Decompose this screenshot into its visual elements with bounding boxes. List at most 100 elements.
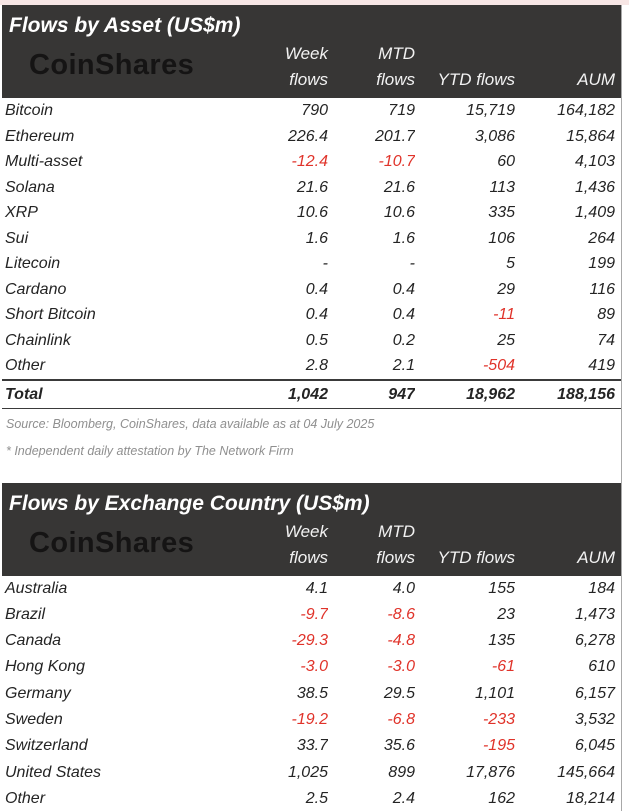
value-cell: 199 (588, 255, 615, 272)
value-cell: 164,182 (557, 102, 615, 119)
value-cell: 1,042 (240, 378, 328, 409)
value-cell: 10.6 (296, 204, 328, 221)
table-row: Hong Kong -3.0 -3.0 -61 610 (2, 654, 621, 680)
value-cell: 0.5 (305, 331, 328, 349)
spacer-cell (415, 38, 515, 67)
value-cell: 23 (497, 605, 515, 623)
col-header-ytd: YTD flows (437, 547, 515, 567)
value-cell: 162 (488, 789, 515, 807)
table-row: Ethereum 226.4 201.7 3,086 15,864 (2, 124, 621, 150)
value-cell: 947 (328, 378, 415, 409)
value-cell: -19.2 (291, 710, 328, 728)
value-cell: 1.6 (392, 229, 415, 247)
table-row: Australia 4.1 4.0 155 184 (2, 576, 621, 602)
value-cell: -3.0 (387, 658, 415, 676)
asset-table-title: Flows by Asset (US$m) (9, 14, 241, 37)
value-cell: - (409, 255, 415, 272)
value-cell: 419 (588, 357, 615, 374)
value-cell: 74 (597, 331, 615, 349)
value-cell: 29.5 (383, 684, 415, 702)
value-cell: -10.7 (378, 153, 415, 170)
row-label: Solana (5, 178, 55, 196)
value-cell: 5 (506, 255, 515, 272)
value-cell: 0.4 (305, 280, 328, 298)
table-row: Cardano 0.4 0.4 29 116 (2, 277, 621, 303)
col-header-aum: AUM (577, 70, 615, 89)
spacer-cell (515, 516, 621, 545)
value-cell: -4.8 (387, 632, 415, 650)
value-cell: -12.4 (291, 153, 328, 170)
attestation-footnote: * Independent daily attestation by The N… (6, 443, 294, 458)
value-cell: 0.2 (392, 331, 415, 349)
value-cell: 719 (388, 102, 415, 119)
row-label: Ethereum (5, 127, 75, 145)
country-table-title: Flows by Exchange Country (US$m) (9, 491, 370, 515)
value-cell: 184 (588, 579, 615, 597)
table-row: Solana 21.6 21.6 113 1,436 (2, 175, 621, 201)
row-label: Other (5, 789, 46, 807)
table-row: Bitcoin 790 719 15,719 164,182 (2, 98, 621, 124)
value-cell: 790 (301, 102, 328, 119)
value-cell: -8.6 (387, 605, 415, 623)
col-header-week-line1: Week (284, 44, 328, 63)
value-cell: 3,086 (474, 127, 515, 145)
table-row: XRP 10.6 10.6 335 1,409 (2, 200, 621, 226)
value-cell: -9.7 (300, 605, 328, 623)
value-cell: 10.6 (383, 204, 415, 221)
col-header-mtd-line1: MTD (378, 44, 415, 63)
flows-by-country-table: Flows by Exchange Country (US$m) CoinSha… (2, 482, 621, 811)
flows-by-asset-table: Flows by Asset (US$m) CoinShares Week MT… (2, 5, 621, 458)
value-cell: 335 (488, 204, 515, 221)
row-label: Canada (5, 632, 62, 650)
spacer-cell (415, 516, 515, 545)
value-cell: 15,719 (466, 102, 515, 119)
value-cell: 113 (489, 178, 515, 196)
country-column-headers: CoinShares Week MTD flows flows YTD flow… (2, 516, 621, 576)
table-row: Other 2.5 2.4 162 18,214 (2, 786, 621, 811)
value-cell: -504 (482, 357, 515, 374)
row-label: Brazil (5, 605, 46, 623)
coinshares-logo: CoinShares (29, 49, 195, 81)
value-cell: 18,962 (415, 378, 515, 409)
col-header-week-line2: flows (289, 547, 328, 567)
table-row: Litecoin - - 5 199 (2, 251, 621, 277)
value-cell: 17,876 (466, 763, 515, 781)
value-cell: 264 (588, 229, 615, 247)
spacer-cell (515, 38, 621, 67)
value-cell: 4.0 (392, 579, 415, 597)
col-header-week-line2: flows (289, 70, 328, 89)
asset-column-headers: CoinShares Week MTD flows flows YTD flow… (2, 38, 621, 98)
row-label: Short Bitcoin (5, 306, 96, 323)
value-cell: -6.8 (387, 710, 415, 728)
value-cell: 2.5 (305, 789, 328, 807)
table-row: Multi-asset -12.4 -10.7 60 4,103 (2, 149, 621, 175)
value-cell: 2.4 (392, 789, 415, 807)
row-label: Hong Kong (5, 658, 86, 676)
value-cell: 201.7 (374, 127, 415, 145)
row-label: Other (5, 357, 46, 374)
value-cell: 6,157 (574, 684, 615, 702)
section-gap (2, 458, 621, 483)
row-label: Sui (5, 229, 29, 247)
value-cell: 6,045 (574, 737, 615, 755)
value-cell: 38.5 (296, 684, 328, 702)
col-header-mtd-line2: flows (376, 70, 415, 89)
row-label: XRP (5, 204, 38, 221)
value-cell: 25 (497, 331, 515, 349)
value-cell: 145,664 (557, 763, 615, 781)
value-cell: 21.6 (383, 178, 415, 196)
asset-table-body: Bitcoin 790 719 15,719 164,182 Ethereum 226.4 2… (2, 98, 621, 409)
value-cell: 610 (588, 658, 615, 676)
table-row: Germany 38.5 29.5 1,101 6,157 (2, 681, 621, 707)
value-cell: 35.6 (383, 737, 415, 755)
col-header-mtd-line1: MTD (378, 521, 415, 541)
value-cell: -11 (493, 306, 515, 323)
total-row: Total 1,042 947 18,962 188,156 (2, 378, 621, 409)
col-header-aum: AUM (577, 547, 615, 567)
value-cell: -195 (482, 737, 515, 755)
row-label: Bitcoin (5, 102, 54, 119)
value-cell: 3,532 (574, 710, 615, 728)
value-cell: 1,436 (574, 178, 615, 196)
value-cell: 60 (497, 153, 515, 170)
row-label: Switzerland (5, 737, 88, 755)
